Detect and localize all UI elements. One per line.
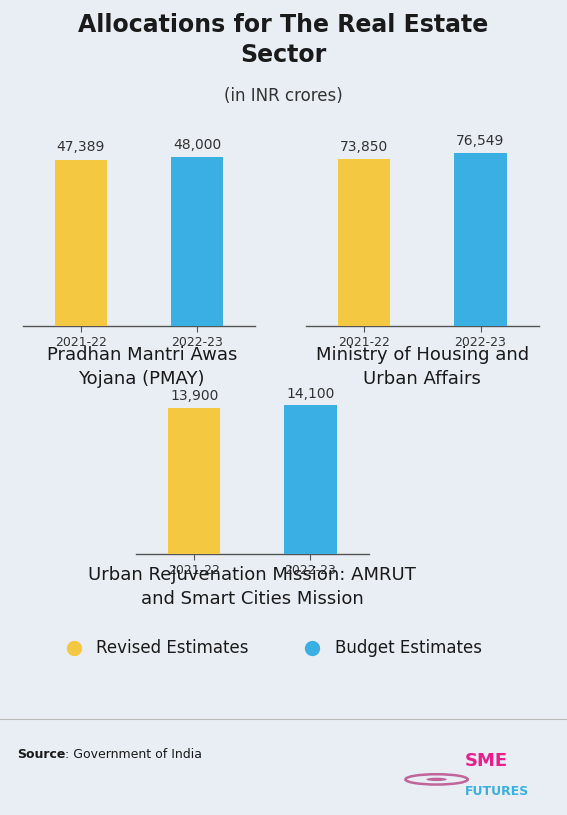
Text: Pradhan Mantri Awas
Yojana (PMAY): Pradhan Mantri Awas Yojana (PMAY)	[46, 346, 237, 388]
Text: 48,000: 48,000	[173, 139, 221, 152]
Text: Allocations for The Real Estate
Sector: Allocations for The Real Estate Sector	[78, 13, 489, 68]
Text: 76,549: 76,549	[456, 134, 505, 148]
Circle shape	[426, 778, 447, 781]
Text: (in INR crores): (in INR crores)	[224, 87, 343, 105]
Text: Revised Estimates: Revised Estimates	[96, 639, 249, 657]
Text: Urban Rejuvenation Mission: AMRUT
and Smart Cities Mission: Urban Rejuvenation Mission: AMRUT and Sm…	[88, 566, 416, 608]
Bar	[338, 159, 391, 326]
Text: 73,850: 73,850	[340, 139, 388, 154]
Text: 47,389: 47,389	[57, 140, 105, 154]
Bar	[171, 157, 223, 326]
Text: 13,900: 13,900	[170, 389, 218, 403]
Text: SME: SME	[465, 751, 508, 769]
Bar	[168, 408, 221, 554]
Bar	[54, 160, 107, 326]
Text: Budget Estimates: Budget Estimates	[335, 639, 481, 657]
Text: FUTURES: FUTURES	[465, 785, 529, 798]
Text: Source: Source	[17, 747, 65, 760]
Bar	[284, 406, 337, 554]
Text: : Government of India: : Government of India	[65, 747, 202, 760]
Text: Ministry of Housing and
Urban Affairs: Ministry of Housing and Urban Affairs	[316, 346, 529, 388]
Text: 14,100: 14,100	[286, 387, 335, 401]
Bar	[454, 152, 507, 326]
